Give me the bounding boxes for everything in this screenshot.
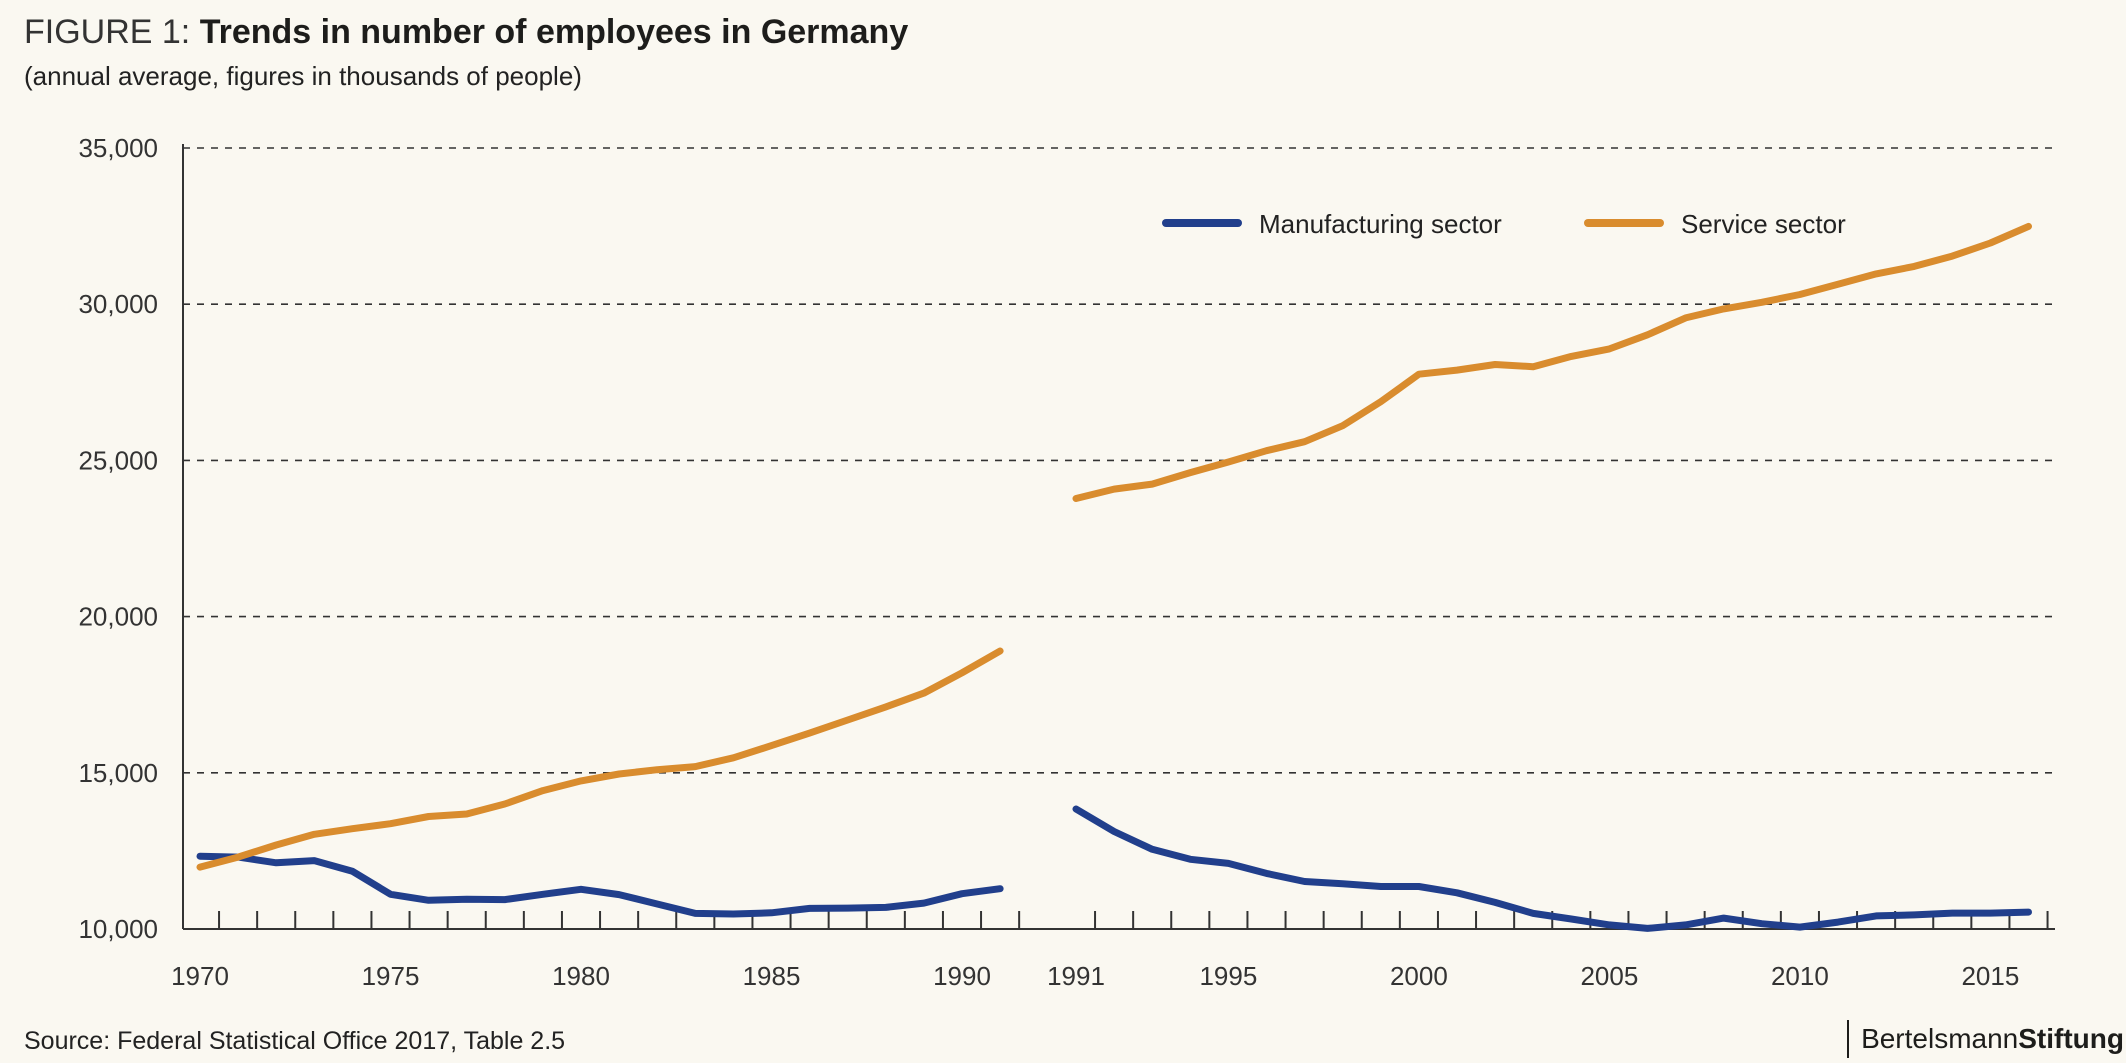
- x-tick-label: 1991: [1047, 961, 1105, 991]
- x-tick-label: 1985: [743, 961, 801, 991]
- figure-title-text: Trends in number of employees in Germany: [199, 13, 909, 51]
- x-tick-label: 2015: [1961, 961, 2019, 991]
- y-tick-label: 10,000: [78, 914, 158, 944]
- brand-logo: BertelsmannStiftung: [1847, 1020, 2126, 1058]
- y-tick-label: 20,000: [78, 602, 158, 632]
- y-tick-label: 25,000: [78, 445, 158, 475]
- x-tick-label: 2005: [1580, 961, 1638, 991]
- x-tick-label: 1980: [552, 961, 610, 991]
- y-tick-label: 15,000: [78, 758, 158, 788]
- source-note: Source: Federal Statistical Office 2017,…: [24, 1027, 566, 1055]
- line-chart: 10,000 15,000 20,000 25,000 30,000 35,000 1970…: [78, 133, 2055, 991]
- x-tick-label: 2010: [1771, 961, 1829, 991]
- series-line-service-sector: [196, 647, 1004, 871]
- series-line-manufacturing-sector: [196, 852, 1004, 918]
- figure-subtitle: (annual average, figures in thousands of…: [24, 61, 582, 91]
- brand-regular: Bertelsmann: [1861, 1023, 2019, 1054]
- x-tick-label: 2000: [1390, 961, 1448, 991]
- x-tick-label: 1990: [933, 961, 991, 991]
- legend-label: Service sector: [1681, 209, 1846, 239]
- series-line-service-sector: [1072, 222, 2032, 502]
- figure-number: FIGURE 1:: [24, 13, 200, 51]
- y-tick-label: 30,000: [78, 289, 158, 319]
- x-tick-label: 1975: [362, 961, 420, 991]
- x-tick-label: 1970: [171, 961, 229, 991]
- x-tick-label: 1995: [1199, 961, 1257, 991]
- brand-bold: Stiftung: [2018, 1023, 2124, 1054]
- y-tick-label: 35,000: [78, 133, 158, 163]
- series-line-manufacturing-sector: [1072, 805, 2032, 932]
- figure-title: FIGURE 1: Trends in number of employees …: [24, 10, 908, 54]
- legend-label: Manufacturing sector: [1259, 209, 1502, 239]
